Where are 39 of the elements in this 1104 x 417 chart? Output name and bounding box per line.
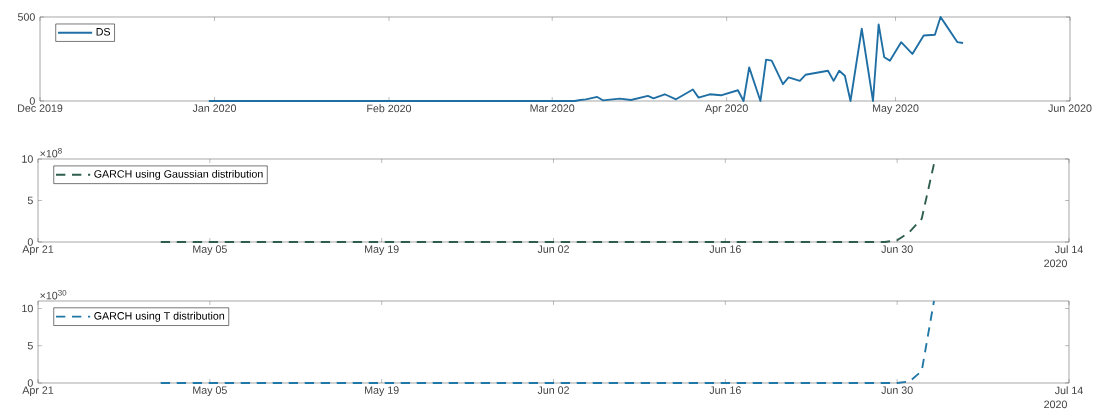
- text: 2020: [1044, 400, 1067, 409]
- legend-label: GARCH using Gaussian distribution: [94, 169, 263, 180]
- y-tick-label: 10: [22, 304, 33, 313]
- x-tick-label: Jun 02: [537, 386, 569, 394]
- y-tick-label: 0: [27, 238, 33, 246]
- x-tick-label: Apr 2020: [705, 104, 748, 115]
- text: ×10$^{30}$: [40, 289, 67, 300]
- x-tick-label: Dec 2019: [18, 104, 63, 112]
- x-tick-label: Mar 2020: [530, 104, 575, 112]
- text: 2020: [1044, 259, 1067, 268]
- x-tick-label: Apr 21: [22, 386, 54, 397]
- legend-label: DS: [96, 27, 111, 36]
- y-tick-label: 0: [29, 97, 35, 105]
- x-tick-label: May 19: [365, 245, 399, 256]
- text: ×10$^{8}$: [40, 147, 62, 158]
- legend-label: GARCH using T distribution: [94, 311, 225, 322]
- x-tick-label: Jun 02: [537, 245, 569, 253]
- y-tick-label: 0: [27, 379, 33, 387]
- line-series: [159, 163, 935, 243]
- x-tick-label: Jul 14: [1054, 386, 1083, 395]
- x-tick-label: Jan 2020: [192, 104, 237, 112]
- x-tick-label: Jun 16: [709, 245, 741, 253]
- y-tick-label: 500: [17, 13, 35, 21]
- x-tick-label: Apr 21: [22, 245, 54, 256]
- y-tick-label: 10: [22, 155, 33, 163]
- y-tick-label: 5: [27, 196, 33, 205]
- x-tick-label: May 05: [193, 245, 227, 256]
- x-tick-label: May 2020: [872, 104, 919, 115]
- line-series: [159, 300, 935, 384]
- y-tick-label: 5: [27, 341, 33, 350]
- x-tick-label: Jun 16: [709, 386, 741, 394]
- x-tick-label: Feb 2020: [367, 104, 412, 113]
- x-tick-label: Jun 30: [881, 245, 913, 253]
- x-tick-label: May 05: [193, 386, 227, 397]
- x-tick-label: Jun 30: [881, 386, 913, 394]
- line-series: [207, 16, 964, 102]
- x-tick-label: Jul 14: [1054, 245, 1083, 254]
- x-tick-label: Jun 2020: [1048, 104, 1092, 112]
- x-tick-label: May 19: [365, 386, 399, 397]
